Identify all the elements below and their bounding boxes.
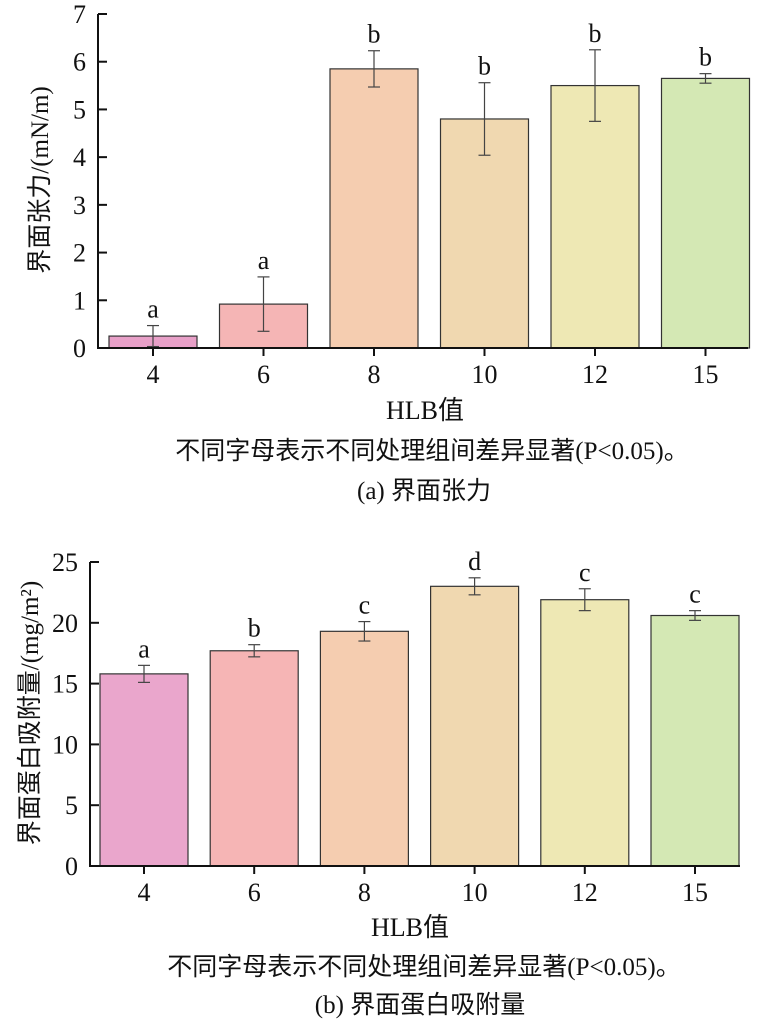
x-tick-label: 15	[682, 878, 708, 907]
x-tick-label: 6	[257, 360, 270, 389]
x-tick-label: 8	[358, 878, 371, 907]
y-tick-label: 5	[65, 791, 78, 820]
x-tick-label: 4	[147, 360, 160, 389]
chart-b-axes	[89, 562, 740, 867]
chart-b-y-axis-label: 界面蛋白吸附量/(mg/m²)	[16, 581, 44, 845]
y-tick-label: 7	[73, 0, 86, 29]
significance-label: d	[468, 547, 481, 576]
significance-label: b	[248, 614, 261, 643]
significance-label: a	[147, 295, 159, 324]
chart-a-note: 不同字母表示不同处理组间差异显著(P<0.05)。	[175, 437, 688, 465]
bar-hlb-15	[660, 77, 751, 349]
chart-a-x-ticks: 4 6 8 10 12 15	[147, 348, 719, 389]
chart-b-x-axis-label: HLB值	[371, 913, 449, 942]
y-tick-label: 0	[73, 334, 86, 363]
x-tick-label: 4	[138, 878, 151, 907]
y-tick-label: 1	[73, 286, 86, 315]
significance-label: a	[138, 634, 150, 663]
chart-b-bars	[99, 585, 740, 867]
chart-a-x-axis-label: HLB值	[386, 396, 464, 425]
chart-b-note: 不同字母表示不同处理组间差异显著(P<0.05)。	[167, 953, 680, 981]
y-tick-label: 15	[52, 670, 78, 699]
chart-b-caption: (b) 界面蛋白吸附量	[315, 991, 525, 1019]
bar-hlb-8	[319, 630, 409, 867]
chart-a-error-bars	[147, 49, 712, 348]
significance-label: b	[699, 43, 712, 72]
bar-hlb-12	[540, 599, 630, 867]
y-tick-label: 25	[52, 548, 78, 577]
y-tick-label: 6	[73, 48, 86, 77]
chart-b-x-ticks: 4 6 8 10 12 15	[138, 866, 708, 907]
chart-a-significance-labels: a a b b b b	[147, 19, 712, 324]
bar-hlb-10	[430, 585, 520, 867]
bar-hlb-12	[550, 84, 640, 349]
bar-hlb-15	[650, 614, 740, 867]
chart-b: a b c d c c 0 5 10 15 20 25 4 6 8 10 12 15 界面蛋白吸附量/(mg/…	[16, 547, 740, 1019]
chart-a-bars	[108, 68, 751, 349]
x-tick-label: 15	[693, 360, 719, 389]
x-tick-label: 12	[572, 878, 598, 907]
significance-label: c	[359, 591, 371, 620]
y-tick-label: 5	[73, 95, 86, 124]
significance-label: a	[258, 246, 270, 275]
y-tick-label: 4	[73, 143, 86, 172]
x-tick-label: 10	[462, 878, 488, 907]
chart-b-error-bars	[138, 577, 701, 683]
chart-b-significance-labels: a b c d c c	[138, 547, 701, 664]
x-tick-label: 12	[582, 360, 608, 389]
chart-a-y-ticks: 0 1 2 3 4 5 6 7	[73, 0, 107, 363]
significance-label: b	[368, 20, 381, 49]
y-tick-label: 3	[73, 191, 86, 220]
significance-label: b	[589, 19, 602, 48]
y-tick-label: 20	[52, 609, 78, 638]
chart-a-axes	[97, 14, 748, 349]
y-tick-label: 10	[52, 730, 78, 759]
significance-label: b	[478, 52, 491, 81]
x-tick-label: 8	[368, 360, 381, 389]
chart-b-y-ticks: 0 5 10 15 20 25	[52, 548, 99, 881]
x-tick-label: 6	[248, 878, 261, 907]
chart-a-y-axis-label: 界面张力/(mN/m)	[26, 86, 54, 274]
y-tick-label: 2	[73, 239, 86, 268]
bar-hlb-6	[209, 650, 299, 867]
bar-hlb-8	[329, 68, 419, 349]
y-tick-label: 0	[65, 852, 78, 881]
chart-a-caption: (a) 界面张力	[357, 477, 491, 505]
x-tick-label: 10	[472, 360, 498, 389]
significance-label: c	[689, 580, 701, 609]
bar-hlb-4	[99, 673, 189, 867]
significance-label: c	[579, 558, 591, 587]
